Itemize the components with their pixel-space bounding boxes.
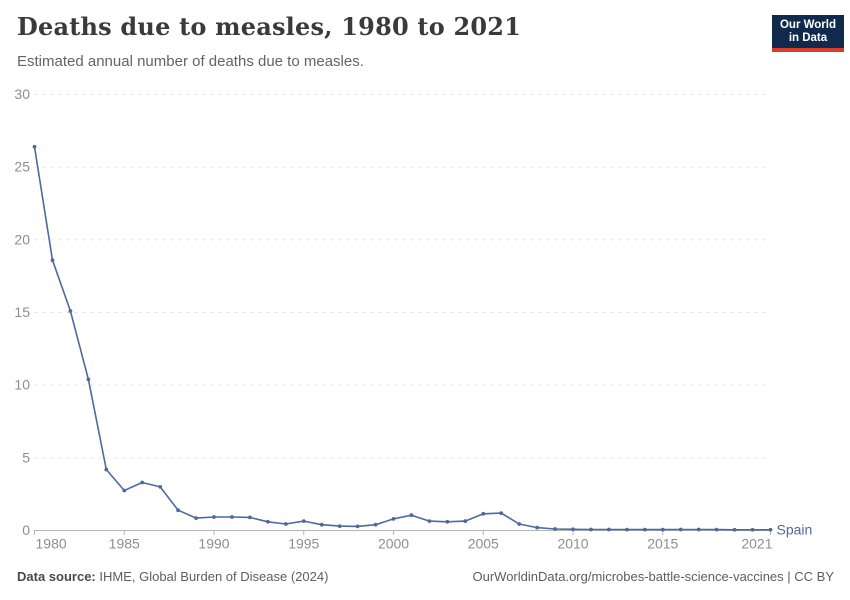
data-point xyxy=(768,527,773,532)
data-point xyxy=(122,488,127,493)
data-point xyxy=(553,527,557,531)
data-point xyxy=(319,522,324,527)
x-axis-tick-label: 2000 xyxy=(378,536,409,552)
data-point xyxy=(373,522,378,527)
data-point xyxy=(194,516,199,520)
data-point xyxy=(481,511,486,516)
data-point xyxy=(625,527,629,532)
data-point xyxy=(409,513,414,518)
credit-link[interactable]: OurWorldinData.org/microbes-battle-scien… xyxy=(472,569,835,584)
series-label-spain[interactable]: Spain xyxy=(777,521,813,537)
y-axis-tick-label: 20 xyxy=(14,231,30,247)
data-point xyxy=(660,527,665,532)
page-title: Deaths due to measles, 1980 to 2021 xyxy=(17,12,522,41)
owid-logo: Our World in Data xyxy=(771,15,844,52)
data-source-label: Data source: xyxy=(17,569,96,584)
data-point xyxy=(337,524,342,528)
data-point xyxy=(517,522,522,526)
data-source: Data source: IHME, Global Burden of Dise… xyxy=(17,569,328,584)
owid-logo-line1: Our World xyxy=(779,19,836,31)
data-point xyxy=(212,515,216,519)
x-axis-tick-label: 1985 xyxy=(109,536,140,552)
data-point xyxy=(571,527,575,532)
data-point xyxy=(266,519,270,524)
data-point xyxy=(427,519,432,523)
data-point xyxy=(678,527,683,532)
y-axis-tick-label: 0 xyxy=(22,522,30,538)
data-point xyxy=(445,519,450,524)
y-axis-tick-label: 25 xyxy=(14,159,30,175)
data-point xyxy=(301,519,306,523)
data-point xyxy=(283,522,288,526)
data-point xyxy=(607,527,611,532)
x-axis-tick-label: 1980 xyxy=(36,536,67,552)
data-source-text: IHME, Global Burden of Disease (2024) xyxy=(95,569,329,584)
data-point xyxy=(696,527,701,532)
owid-logo-line2: in Data xyxy=(788,32,828,44)
data-point xyxy=(32,144,37,149)
data-point xyxy=(176,508,181,513)
y-axis-tick-label: 30 xyxy=(14,86,30,102)
chart-footer: Data source: IHME, Global Burden of Dise… xyxy=(17,569,834,584)
y-axis-tick-label: 5 xyxy=(22,449,30,465)
y-axis-tick-label: 15 xyxy=(14,304,30,320)
data-point xyxy=(248,515,252,520)
x-axis-tick-label: 1990 xyxy=(198,536,229,552)
data-point xyxy=(104,467,109,472)
x-axis-tick-label: 2015 xyxy=(647,536,678,552)
data-point xyxy=(732,527,737,532)
data-point xyxy=(714,527,719,532)
data-point xyxy=(535,525,539,530)
x-axis-tick-label: 1995 xyxy=(288,536,319,552)
x-axis-tick-label: 2005 xyxy=(468,536,499,552)
data-point xyxy=(68,309,73,313)
data-point xyxy=(230,515,234,519)
data-point xyxy=(642,527,647,532)
data-point xyxy=(463,519,468,523)
data-point xyxy=(50,258,55,263)
data-point xyxy=(158,485,163,489)
x-axis-tick-label: 2021 xyxy=(741,536,772,552)
series-line-spain xyxy=(33,146,772,531)
y-axis-tick-label: 10 xyxy=(14,377,30,393)
data-point xyxy=(391,517,396,521)
data-point xyxy=(355,524,360,529)
data-point xyxy=(750,527,755,532)
data-point xyxy=(499,511,504,515)
x-axis-tick-label: 2010 xyxy=(557,536,588,552)
data-point xyxy=(140,480,145,485)
data-point xyxy=(86,377,91,382)
chart-subtitle: Estimated annual number of deaths due to… xyxy=(17,53,364,70)
data-point xyxy=(589,527,593,532)
